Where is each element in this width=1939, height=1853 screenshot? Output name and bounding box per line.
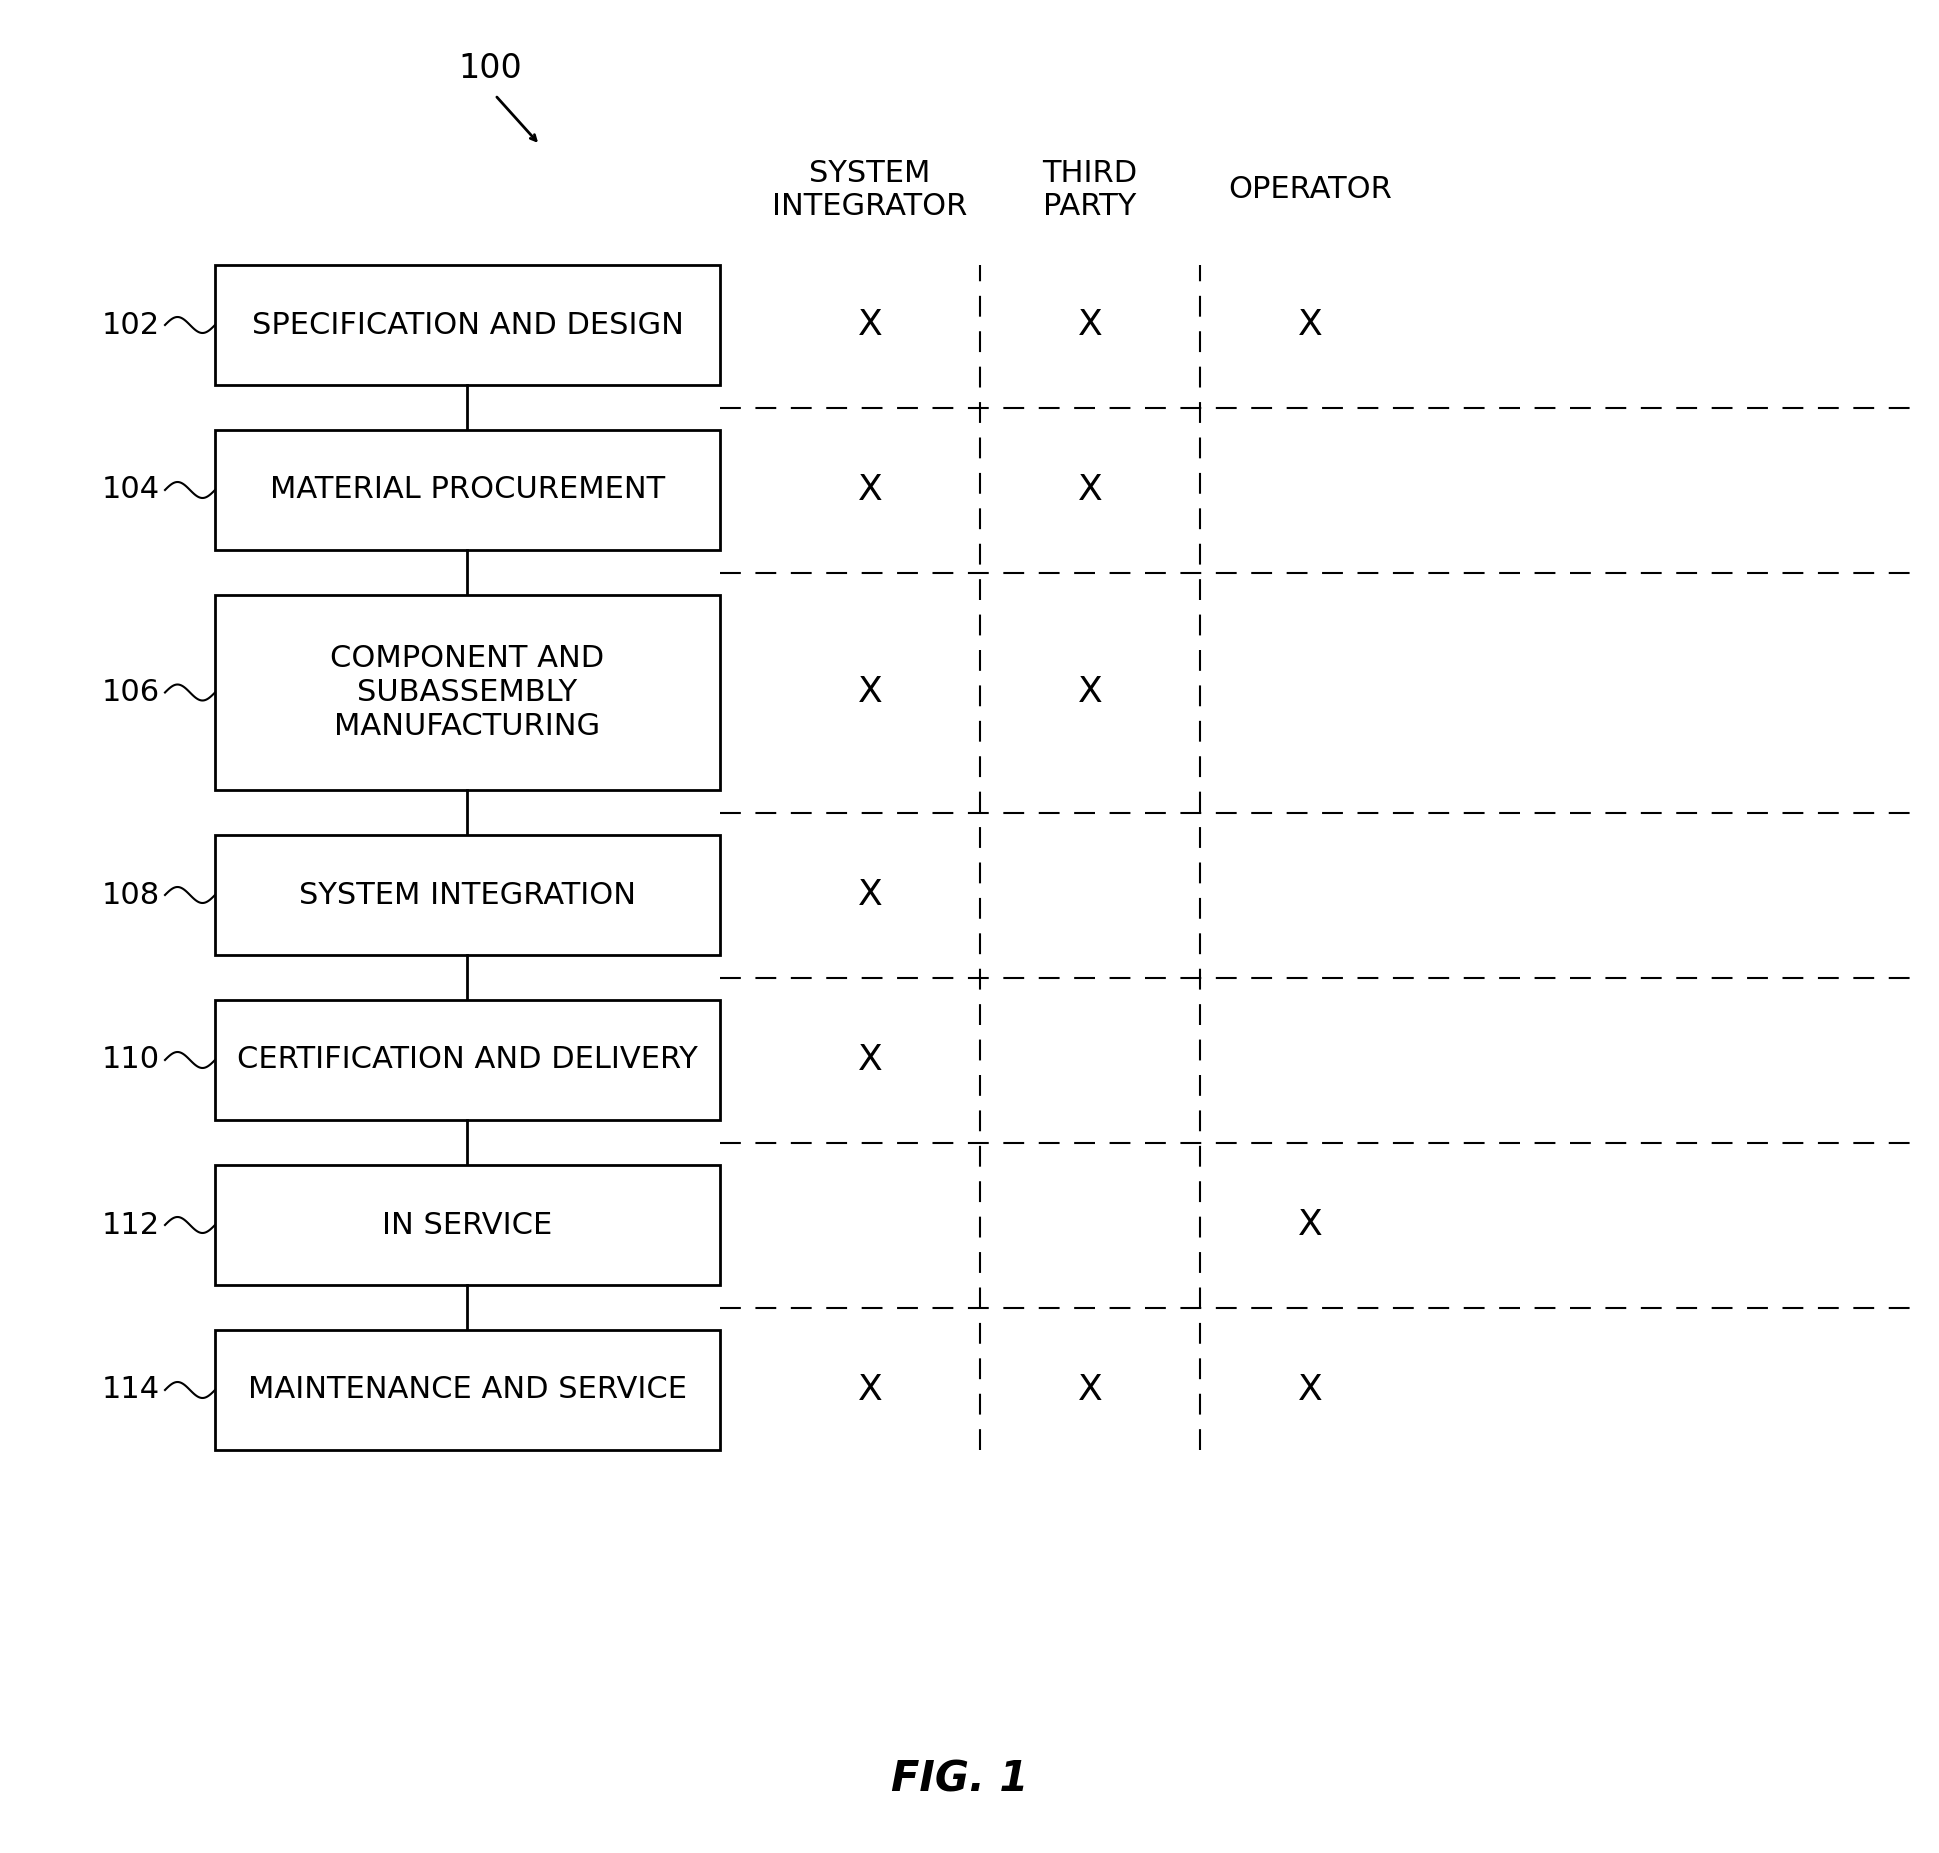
Text: OPERATOR: OPERATOR bbox=[1227, 176, 1390, 204]
Text: 102: 102 bbox=[103, 311, 159, 339]
Text: THIRD
PARTY: THIRD PARTY bbox=[1041, 159, 1136, 221]
Text: IN SERVICE: IN SERVICE bbox=[382, 1210, 553, 1240]
Text: X: X bbox=[1297, 308, 1322, 343]
Text: CERTIFICATION AND DELIVERY: CERTIFICATION AND DELIVERY bbox=[237, 1045, 698, 1075]
Text: 108: 108 bbox=[101, 880, 159, 910]
Bar bbox=[215, 265, 719, 385]
Bar bbox=[215, 595, 719, 789]
Text: FIG. 1: FIG. 1 bbox=[890, 1758, 1028, 1801]
Text: 100: 100 bbox=[458, 52, 522, 85]
Bar bbox=[215, 430, 719, 550]
Text: X: X bbox=[1076, 308, 1101, 343]
Text: X: X bbox=[1297, 1373, 1322, 1406]
Text: X: X bbox=[857, 878, 882, 912]
Text: X: X bbox=[1297, 1208, 1322, 1242]
Text: X: X bbox=[1076, 676, 1101, 710]
Bar bbox=[215, 1166, 719, 1284]
Bar bbox=[215, 1001, 719, 1119]
Text: 114: 114 bbox=[103, 1375, 159, 1405]
Text: COMPONENT AND
SUBASSEMBLY
MANUFACTURING: COMPONENT AND SUBASSEMBLY MANUFACTURING bbox=[330, 645, 605, 741]
Text: X: X bbox=[857, 1373, 882, 1406]
Text: SYSTEM
INTEGRATOR: SYSTEM INTEGRATOR bbox=[772, 159, 968, 221]
Text: X: X bbox=[1076, 1373, 1101, 1406]
Text: 106: 106 bbox=[103, 678, 159, 708]
Text: X: X bbox=[857, 473, 882, 508]
Text: X: X bbox=[857, 676, 882, 710]
Bar bbox=[215, 1330, 719, 1451]
Bar bbox=[215, 836, 719, 954]
Text: X: X bbox=[1076, 473, 1101, 508]
Text: 104: 104 bbox=[103, 476, 159, 504]
Text: X: X bbox=[857, 1043, 882, 1077]
Text: SYSTEM INTEGRATION: SYSTEM INTEGRATION bbox=[299, 880, 636, 910]
Text: X: X bbox=[857, 308, 882, 343]
Text: SPECIFICATION AND DESIGN: SPECIFICATION AND DESIGN bbox=[252, 311, 683, 339]
Text: 112: 112 bbox=[103, 1210, 159, 1240]
Text: MATERIAL PROCUREMENT: MATERIAL PROCUREMENT bbox=[270, 476, 665, 504]
Text: 110: 110 bbox=[103, 1045, 159, 1075]
Text: MAINTENANCE AND SERVICE: MAINTENANCE AND SERVICE bbox=[248, 1375, 686, 1405]
